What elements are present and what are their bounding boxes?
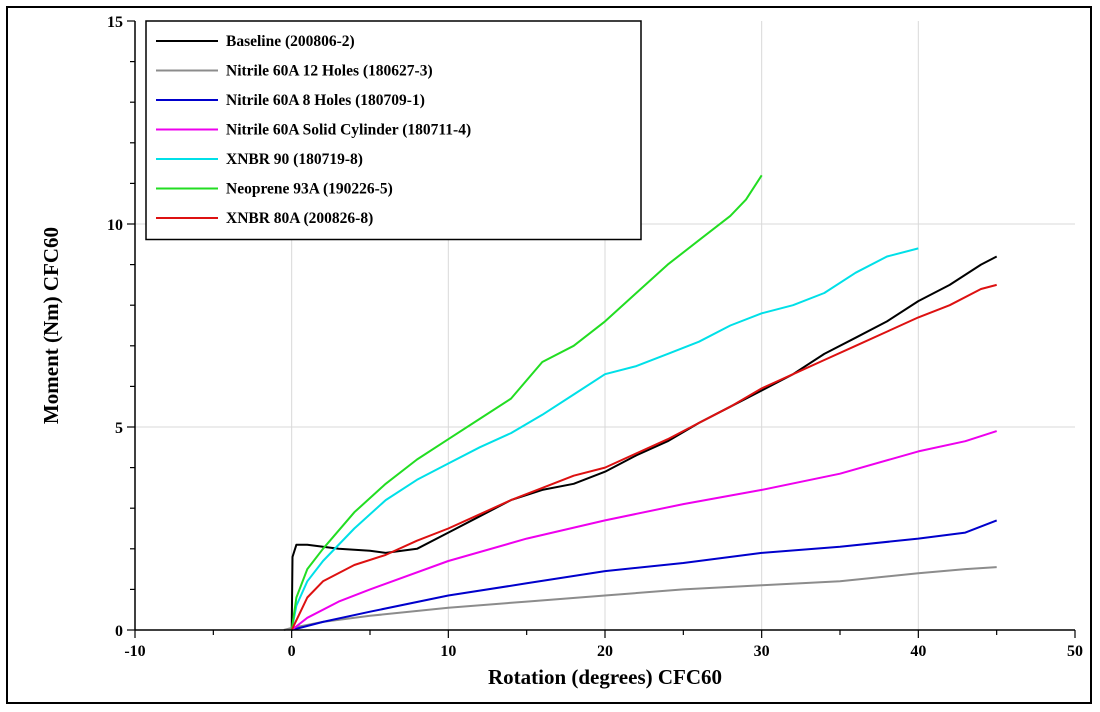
x-tick-label: 50 [1067,643,1083,660]
x-tick-label: 0 [288,643,296,660]
axes [127,20,1076,638]
legend-label: Baseline (200806-2) [226,33,355,50]
series-line-7 [290,283,997,631]
series-lines [283,174,998,631]
legend-box [145,20,642,241]
legend-label: Neoprene 93A (190226-5) [226,181,393,198]
y-tick-label: 5 [115,420,123,437]
series-line-6 [290,174,763,631]
legend-label: Nitrile 60A 12 Holes (180627-3) [226,63,433,80]
y-axis-title: Moment (Nm) CFC60 [39,227,63,424]
legend-label: XNBR 90 (180719-8) [226,151,363,168]
y-tick-label: 0 [115,623,123,640]
chart-frame: -10 0 10 20 30 40 50 0 5 10 15 Rotation (degrees) … [6,6,1092,704]
x-tick-label: 30 [754,643,770,660]
y-tick-label: 10 [107,217,123,234]
series-line-5 [290,247,919,631]
x-tick-label: 40 [910,643,926,660]
series-line-3 [291,519,998,631]
x-tick-label: 10 [440,643,456,660]
x-tick-label: 20 [597,643,613,660]
x-tick-label: -10 [124,643,145,660]
x-axis-title: Rotation (degrees) CFC60 [488,665,722,689]
series-line-1 [290,255,998,631]
series-line-4 [291,430,998,631]
legend-label: Nitrile 60A 8 Holes (180709-1) [226,92,425,109]
legend: Baseline (200806-2) Nitrile 60A 12 Holes … [145,20,642,241]
y-tick-label: 15 [107,14,123,31]
legend-label: Nitrile 60A Solid Cylinder (180711-4) [226,122,471,139]
legend-label: XNBR 80A (200826-8) [226,210,373,227]
